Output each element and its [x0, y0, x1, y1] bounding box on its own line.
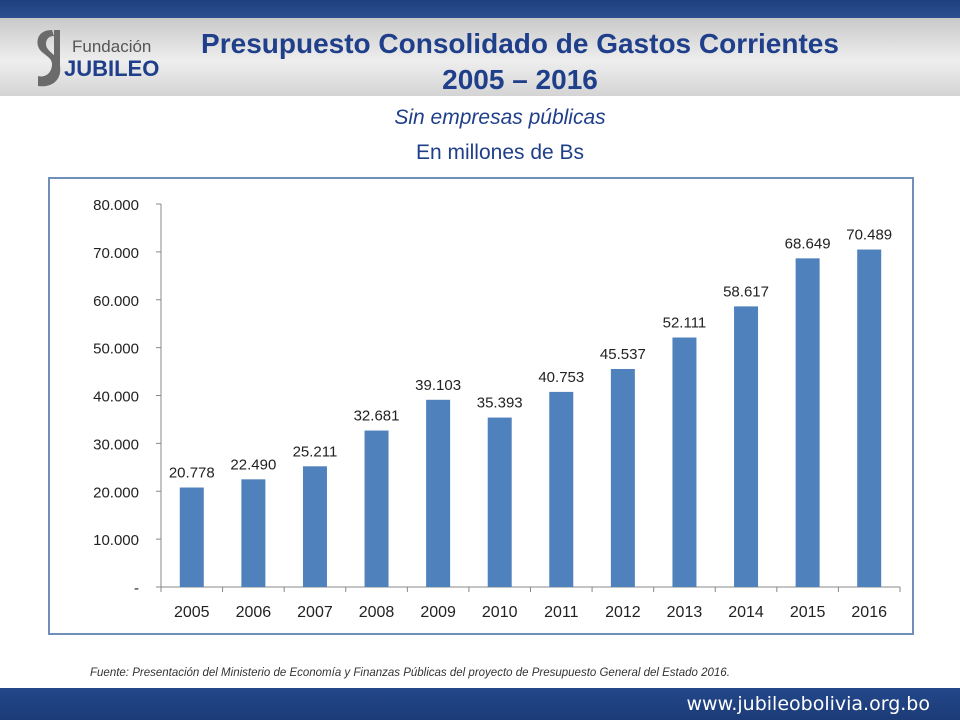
top-bar — [0, 0, 960, 18]
x-tick-label: 2006 — [236, 604, 272, 621]
x-tick-label: 2015 — [790, 604, 826, 621]
x-tick-label: 2008 — [359, 604, 395, 621]
x-tick-label: 2012 — [605, 604, 641, 621]
fundacion-jubileo-logo: Fundación JUBILEO — [37, 30, 159, 87]
page-title: Presupuesto Consolidado de Gastos Corrie… — [201, 28, 839, 59]
data-label-2008: 32.681 — [354, 408, 400, 425]
page-title-years: 2005 – 2016 — [442, 64, 598, 95]
x-tick-label: 2016 — [851, 604, 887, 621]
data-label-2005: 20.778 — [169, 465, 215, 482]
bar-2007 — [302, 466, 327, 587]
subtitle-scope: Sin empresas públicas — [394, 106, 606, 129]
data-label-2009: 39.103 — [415, 377, 461, 394]
logo-fundacion-text: Fundación — [72, 37, 151, 56]
x-tick-label: 2013 — [667, 604, 703, 621]
data-label-2011: 40.753 — [538, 369, 584, 386]
subtitle-units: En millones de Bs — [415, 141, 585, 164]
bar-2006 — [241, 479, 266, 587]
header-band — [0, 18, 960, 96]
data-label-2014: 58.617 — [723, 283, 769, 300]
y-tick-label: 60.000 — [93, 293, 139, 310]
bar-2016 — [857, 249, 882, 587]
x-tick-label: 2010 — [482, 604, 518, 621]
source-note: Fuente: Presentación del Ministerio de E… — [90, 667, 730, 679]
data-label-2010: 35.393 — [477, 395, 523, 412]
x-tick-label: 2014 — [728, 604, 764, 621]
bottom-bar: www.jubileobolivia.org.bo — [0, 688, 960, 720]
y-tick-label: 30.000 — [93, 436, 139, 453]
y-tick-label: 80.000 — [93, 197, 139, 214]
logo-mark-icon — [37, 30, 61, 87]
y-tick-label: - — [134, 580, 139, 597]
data-label-2012: 45.537 — [600, 346, 646, 363]
x-tick-label: 2007 — [297, 604, 333, 621]
website-link[interactable]: www.jubileobolivia.org.bo — [686, 693, 930, 715]
data-label-2007: 25.211 — [293, 443, 338, 460]
bar-2015 — [795, 258, 820, 587]
bar-2010 — [487, 417, 512, 587]
bar-chart: - 10.000 20.000 30.000 40.000 50.000 60.000 70.… — [93, 197, 901, 621]
data-label-2015: 68.649 — [785, 235, 831, 252]
data-label-2006: 22.490 — [230, 456, 276, 473]
y-tick-label: 40.000 — [93, 389, 139, 406]
y-tick-label: 70.000 — [93, 245, 139, 262]
bar-2013 — [672, 337, 697, 587]
bar-2012 — [610, 368, 635, 587]
y-tick-label: 20.000 — [93, 484, 139, 501]
x-tick-label: 2005 — [174, 604, 210, 621]
y-tick-label: 10.000 — [93, 532, 139, 549]
bar-2008 — [364, 430, 389, 587]
bar-2009 — [426, 399, 451, 587]
chart-frame: - 10.000 20.000 30.000 40.000 50.000 60.000 70.… — [48, 177, 914, 635]
logo-jubileo-text: JUBILEO — [64, 56, 159, 81]
x-tick-label: 2009 — [420, 604, 456, 621]
bar-2014 — [734, 306, 759, 587]
data-label-2013: 52.111 — [663, 315, 707, 332]
bar-2005 — [179, 487, 204, 587]
bar-2011 — [549, 391, 574, 587]
logo-bar-icon — [54, 30, 60, 70]
y-tick-label: 50.000 — [93, 341, 139, 358]
x-tick-label: 2011 — [544, 604, 579, 621]
data-label-2016: 70.489 — [846, 227, 892, 244]
